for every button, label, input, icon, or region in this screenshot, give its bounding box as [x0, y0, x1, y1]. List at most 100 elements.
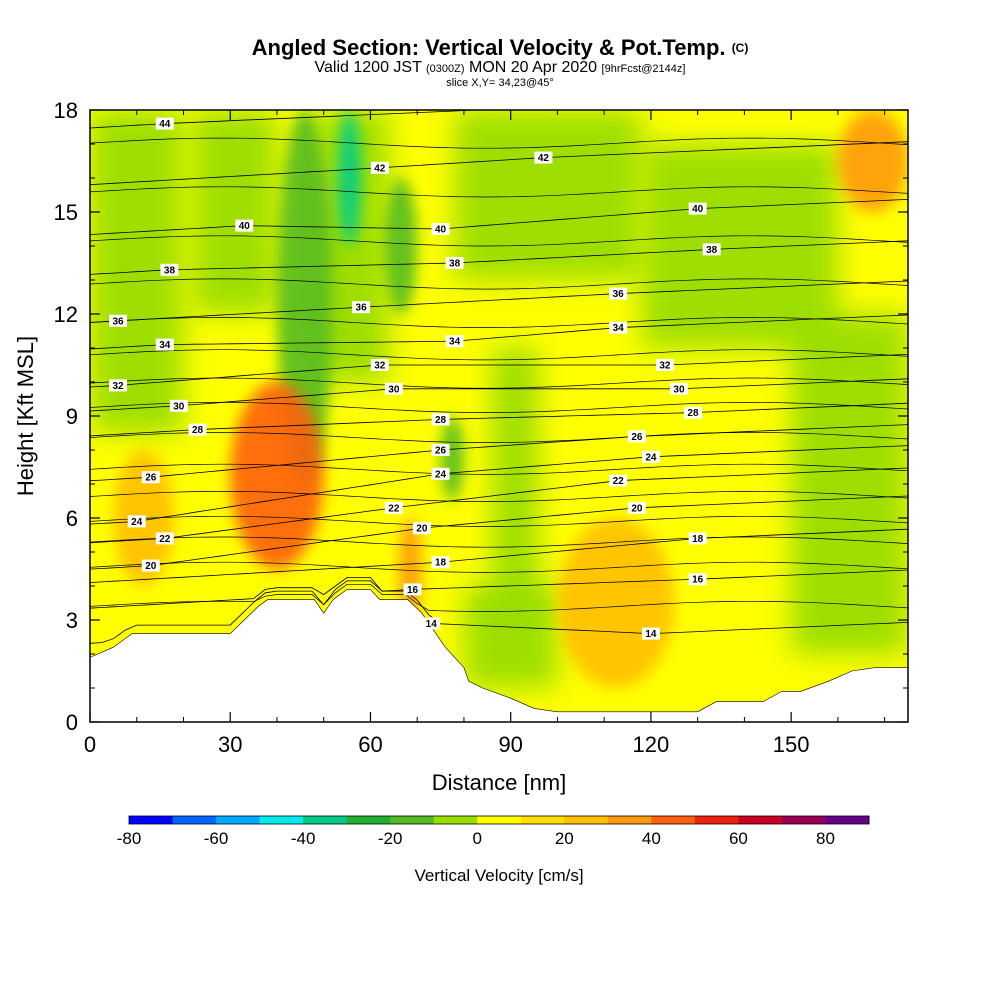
- colorbar-swatch: [738, 816, 783, 824]
- contour-label-bg: [235, 219, 254, 232]
- contour-label: 20: [627, 501, 646, 514]
- y-tick-label: 18: [54, 98, 78, 123]
- x-axis: 0 30 60 90 120 150: [84, 110, 886, 757]
- downdraft-region: [337, 110, 362, 246]
- isentrope-line: [90, 378, 908, 412]
- contour-label-bg: [609, 321, 628, 334]
- contour-label-bg: [141, 559, 160, 572]
- contour-label: 30: [384, 382, 403, 395]
- x-axis-title: Distance [nm]: [432, 770, 567, 795]
- contour-label-text: 42: [538, 153, 550, 164]
- contour-label: 34: [609, 321, 628, 334]
- velocity-band: [192, 110, 277, 314]
- colorbar-swatch: [607, 816, 652, 824]
- updraft-region: [557, 518, 675, 688]
- valid-prefix: Valid 1200 JST: [314, 59, 422, 76]
- chart-title-unit: (C): [731, 41, 749, 55]
- isentrope-line: [90, 445, 908, 525]
- isentrope-line: [90, 528, 908, 583]
- colorbar-frame: [128, 815, 870, 825]
- contour-label-text: 38: [706, 245, 718, 256]
- contour-label-bg: [431, 413, 450, 426]
- contour-label-text: 24: [435, 469, 447, 480]
- contour-label: 32: [109, 379, 128, 392]
- contour-label: 38: [702, 243, 721, 256]
- colorbar-swatch: [129, 816, 174, 824]
- colorbar-swatch: [825, 816, 870, 824]
- y-tick-label: 12: [54, 302, 78, 327]
- contour-label: 26: [431, 444, 450, 457]
- isentrope-line: [90, 402, 908, 413]
- contour-label-bg: [627, 501, 646, 514]
- contour-label-text: 18: [692, 534, 704, 545]
- contour-label-text: 26: [435, 446, 447, 457]
- isentrope-line: [90, 580, 908, 644]
- contour-label-bg: [702, 243, 721, 256]
- contour-label-bg: [655, 359, 674, 371]
- contour-label-bg: [370, 161, 389, 174]
- isentrope-line: [90, 280, 908, 323]
- colorbar-label: 80: [816, 829, 835, 848]
- contour-label-bg: [384, 382, 403, 395]
- contour-label: 18: [688, 532, 707, 545]
- contour-label-text: 20: [416, 524, 428, 535]
- contour-label: 34: [155, 338, 174, 351]
- contour-label-text: 32: [659, 361, 671, 372]
- colorbar-swatch: [172, 816, 217, 824]
- contour-label-text: 36: [112, 316, 124, 327]
- velocity-band: [454, 110, 642, 280]
- contour-label-text: 30: [388, 384, 400, 395]
- isentrope-line: [90, 235, 908, 247]
- colorbar-swatch: [477, 816, 522, 824]
- x-tick-label: 90: [498, 732, 522, 757]
- contour-label-text: 22: [613, 476, 625, 487]
- isentrope-line: [90, 424, 908, 482]
- contour-label: 44: [155, 117, 174, 130]
- slice-info: slice X,Y= 34,23@45°: [446, 77, 554, 89]
- y-tick-label: 9: [66, 404, 78, 429]
- isentrope-line: [90, 354, 908, 388]
- contour-label-bg: [445, 335, 464, 348]
- contour-label-text: 24: [131, 517, 143, 528]
- y-tick-label: 6: [66, 506, 78, 531]
- contour-label: 38: [160, 263, 179, 276]
- contour-label-bg: [431, 467, 450, 480]
- contour-label-text: 30: [673, 384, 685, 395]
- contour-label-text: 16: [407, 585, 419, 596]
- contour-label: 24: [641, 450, 660, 463]
- contour-label-bg: [688, 573, 707, 586]
- isentrope-line: [90, 137, 908, 149]
- colorbar-label: 60: [729, 829, 748, 848]
- contour-label-text: 28: [192, 425, 204, 436]
- contour-label-text: 16: [692, 575, 704, 586]
- contour-label-text: 36: [613, 289, 625, 300]
- isentrope-line: [90, 240, 908, 275]
- contour-label-text: 26: [631, 432, 643, 443]
- colorbar-label: -80: [117, 829, 142, 848]
- colorbar-swatch: [651, 816, 696, 824]
- contour-label-bg: [683, 406, 702, 419]
- isentrope-line: [90, 349, 908, 361]
- potential-temperature-contours: [90, 110, 908, 644]
- contour-label: 34: [445, 335, 464, 348]
- contour-label: 28: [188, 423, 207, 436]
- contour-label-bg: [109, 314, 128, 327]
- isentrope-line: [90, 402, 908, 437]
- x-tick-label: 150: [773, 732, 810, 757]
- contour-label-bg: [155, 117, 174, 130]
- contour-label-text: 38: [164, 265, 176, 276]
- colorbar-label: 40: [642, 829, 661, 848]
- y-tick-label: 3: [66, 608, 78, 633]
- downdraft-region: [440, 416, 464, 501]
- colorbar-label: 0: [473, 829, 482, 848]
- contour-label-text: 38: [449, 259, 461, 270]
- isentrope-line: [90, 110, 485, 129]
- contour-label-text: 40: [239, 221, 251, 232]
- contour-label-bg: [155, 338, 174, 351]
- isentrope-line: [90, 561, 908, 573]
- contour-label-bg: [422, 617, 441, 630]
- contour-label: 36: [352, 301, 371, 314]
- updraft-region: [837, 110, 908, 212]
- contour-label-bg: [127, 515, 146, 528]
